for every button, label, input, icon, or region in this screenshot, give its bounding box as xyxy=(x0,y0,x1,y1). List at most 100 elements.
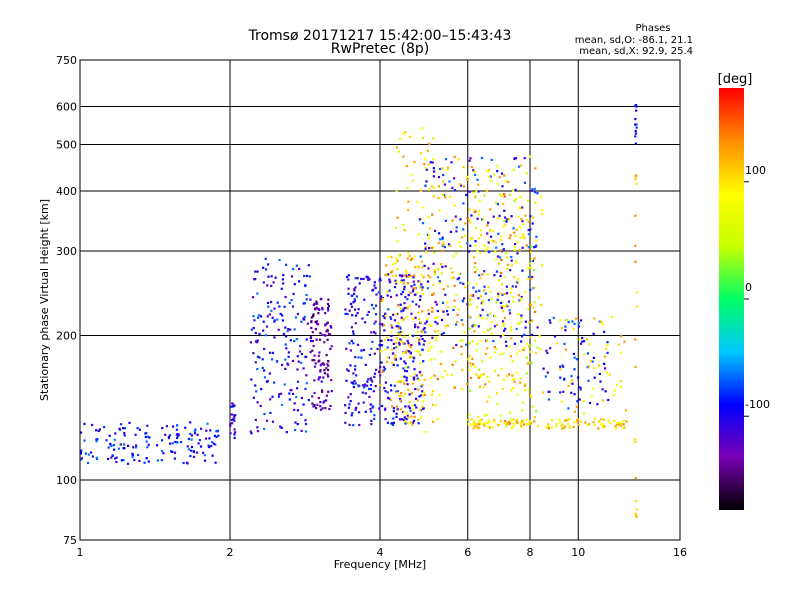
data-point xyxy=(432,292,435,295)
data-point xyxy=(441,180,445,183)
data-point xyxy=(379,322,382,326)
data-point xyxy=(395,313,398,316)
data-point xyxy=(434,317,437,320)
data-point xyxy=(392,421,395,424)
data-point xyxy=(355,406,358,409)
data-point xyxy=(519,381,522,384)
data-point xyxy=(353,308,357,311)
data-point xyxy=(402,155,405,158)
data-point xyxy=(386,360,389,363)
data-point xyxy=(418,343,421,346)
data-point xyxy=(625,420,628,423)
data-point xyxy=(542,391,545,394)
data-point xyxy=(472,363,475,366)
data-point xyxy=(551,426,554,429)
data-point xyxy=(533,257,536,260)
data-point xyxy=(254,361,257,364)
data-point xyxy=(564,325,567,328)
data-point xyxy=(528,393,531,396)
data-point xyxy=(562,390,565,393)
data-point xyxy=(309,351,312,354)
data-point xyxy=(261,358,264,361)
data-point xyxy=(494,315,497,318)
data-point xyxy=(488,380,491,383)
data-point xyxy=(190,434,193,437)
data-point xyxy=(527,199,530,202)
data-point xyxy=(487,221,490,224)
data-point xyxy=(328,408,331,411)
data-point xyxy=(322,376,325,379)
data-point xyxy=(397,304,400,307)
data-point xyxy=(620,385,623,389)
data-point xyxy=(525,244,528,247)
data-point xyxy=(403,229,406,232)
data-point xyxy=(354,365,357,368)
data-point xyxy=(536,192,539,195)
data-point xyxy=(474,261,477,265)
data-point xyxy=(414,323,417,326)
data-point xyxy=(419,353,422,356)
data-point xyxy=(233,436,236,439)
data-point xyxy=(230,413,233,416)
data-point xyxy=(499,271,502,275)
data-point xyxy=(452,308,455,312)
data-point xyxy=(418,378,421,381)
data-point xyxy=(302,302,305,305)
data-point xyxy=(281,363,284,367)
data-point xyxy=(509,269,512,272)
data-point xyxy=(479,375,482,378)
data-point xyxy=(276,360,279,363)
data-point xyxy=(485,190,488,193)
data-point xyxy=(489,290,492,293)
data-point xyxy=(558,421,561,424)
data-point xyxy=(396,345,399,348)
data-point xyxy=(434,320,437,324)
data-point xyxy=(253,319,256,322)
data-point xyxy=(324,312,327,315)
data-point xyxy=(374,286,377,290)
data-point xyxy=(501,320,505,323)
data-point xyxy=(438,232,441,235)
data-point xyxy=(310,316,313,319)
data-point xyxy=(311,402,314,405)
data-point xyxy=(349,349,352,352)
data-point xyxy=(533,416,536,419)
data-point xyxy=(511,360,514,363)
data-point xyxy=(252,315,255,318)
data-point xyxy=(319,405,322,408)
data-point xyxy=(486,329,489,332)
data-point xyxy=(352,385,355,389)
data-point xyxy=(322,362,325,365)
data-point xyxy=(477,375,480,378)
data-point xyxy=(369,407,372,411)
data-point xyxy=(550,419,554,422)
data-point xyxy=(416,331,419,334)
data-point xyxy=(407,342,410,345)
data-point xyxy=(327,332,331,336)
data-point xyxy=(509,411,512,414)
data-point xyxy=(512,387,515,390)
data-point xyxy=(469,244,472,247)
data-point xyxy=(374,385,377,388)
data-point xyxy=(280,392,283,395)
data-point xyxy=(399,307,402,310)
data-point xyxy=(401,274,404,277)
data-point xyxy=(79,458,82,461)
colorbar xyxy=(719,88,744,510)
data-point xyxy=(416,201,419,204)
data-point xyxy=(634,260,637,263)
data-point xyxy=(442,174,445,177)
data-point xyxy=(395,391,398,394)
data-point xyxy=(306,274,309,278)
data-point xyxy=(593,376,596,379)
data-point xyxy=(463,331,466,334)
data-point xyxy=(409,351,412,354)
data-point xyxy=(265,268,268,271)
data-point xyxy=(327,364,330,367)
data-point xyxy=(169,442,172,445)
data-point xyxy=(603,425,606,428)
data-point xyxy=(527,220,530,223)
data-point xyxy=(367,310,370,314)
data-point xyxy=(187,448,190,451)
data-point xyxy=(576,400,579,403)
